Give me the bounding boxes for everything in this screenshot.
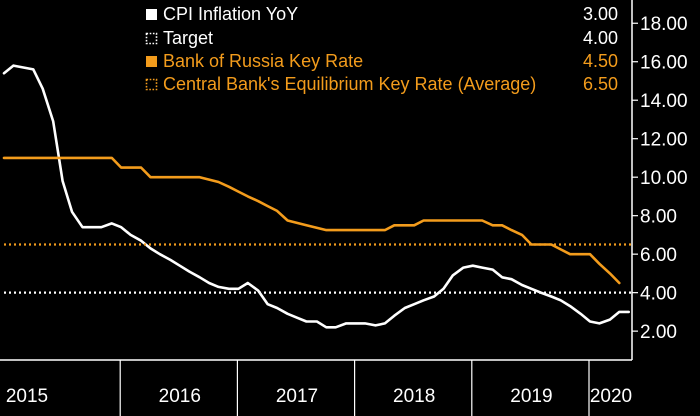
legend-label: CPI Inflation YoY <box>163 4 298 24</box>
legend-value: 4.00 <box>583 28 618 48</box>
legend-value: 4.50 <box>583 51 618 71</box>
y-tick-label: 2.00 <box>640 322 677 343</box>
series-layer <box>2 64 632 329</box>
y-tick-label: 16.00 <box>640 53 688 74</box>
x-tick-label: 2016 <box>159 386 201 407</box>
legend-entry-1: CPI Inflation YoY 3.00 <box>146 4 618 24</box>
legend-entry-3: Bank of Russia Key Rate 4.50 <box>146 51 618 71</box>
series-line-1 <box>2 64 630 329</box>
legend-label: Target <box>163 28 213 48</box>
legend-marker <box>146 9 157 20</box>
x-tick-label: 2020 <box>590 386 632 407</box>
legend-value: 6.50 <box>583 74 618 94</box>
y-tick-label: 4.00 <box>640 284 677 305</box>
x-tick-label: 2017 <box>276 386 318 407</box>
legend-label: Bank of Russia Key Rate <box>163 51 363 71</box>
legend-marker <box>146 56 157 67</box>
y-tick-label: 14.00 <box>640 91 688 112</box>
legend-entry-4: Central Bank's Equilibrium Key Rate (Ave… <box>145 74 618 94</box>
x-tick-label: 2015 <box>6 386 48 407</box>
y-tick-label: 8.00 <box>640 207 677 228</box>
legend-entry-2: Target 4.00 <box>145 28 618 48</box>
y-tick-label: 10.00 <box>640 168 688 189</box>
y-tick-label: 12.00 <box>640 130 688 151</box>
legend-value: 3.00 <box>583 4 618 24</box>
y-tick-label: 18.00 <box>640 14 688 35</box>
legend: CPI Inflation YoY 3.00 Target 4.00 Bank of R… <box>145 4 618 94</box>
x-tick-label: 2019 <box>510 386 552 407</box>
legend-label: Central Bank's Equilibrium Key Rate (Ave… <box>163 74 536 94</box>
x-tick-label: 2018 <box>393 386 435 407</box>
series-line-3 <box>2 156 621 285</box>
y-tick-label: 6.00 <box>640 245 677 266</box>
